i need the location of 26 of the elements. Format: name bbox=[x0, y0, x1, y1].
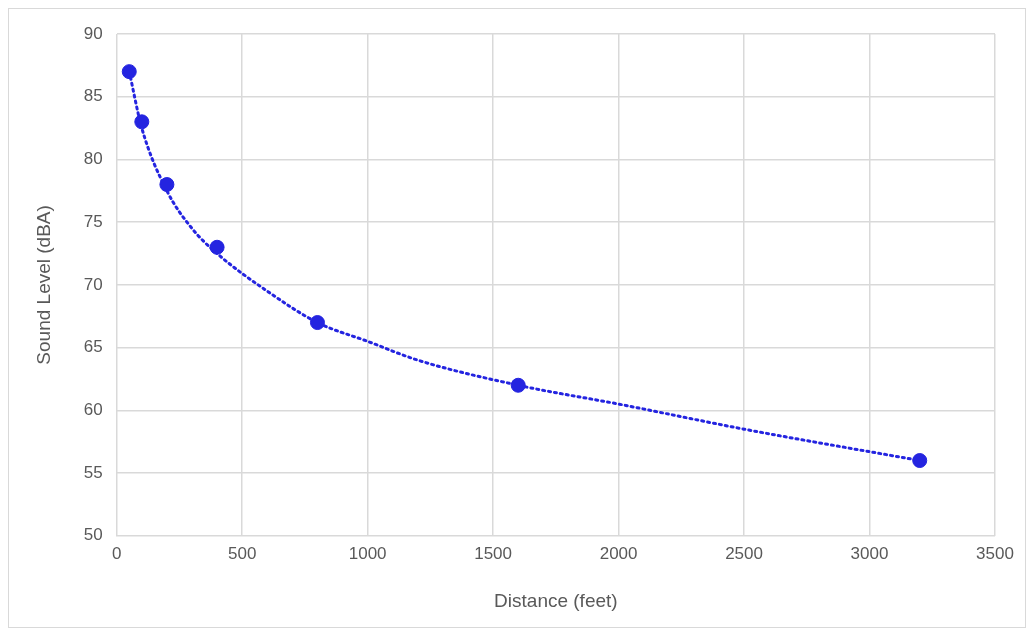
y-tick-label: 85 bbox=[83, 86, 103, 106]
y-tick-label: 90 bbox=[83, 23, 103, 43]
x-tick-label: 2000 bbox=[599, 543, 638, 563]
y-tick-label: 65 bbox=[83, 337, 103, 357]
point bbox=[912, 453, 928, 469]
y-tick-label: 80 bbox=[83, 149, 103, 169]
x-tick-label: 3500 bbox=[976, 543, 1014, 563]
point bbox=[121, 64, 137, 80]
x-tick-label: 500 bbox=[227, 543, 257, 563]
point bbox=[159, 177, 175, 193]
point bbox=[309, 315, 325, 331]
point bbox=[134, 114, 150, 130]
x-tick-label: 0 bbox=[111, 543, 122, 563]
point bbox=[510, 377, 526, 393]
y-axis-title: Sound Level (dBA) bbox=[32, 205, 54, 365]
y-tick-label: 50 bbox=[83, 525, 103, 545]
y-tick-label: 75 bbox=[83, 211, 103, 231]
x-axis-title: Distance (feet) bbox=[494, 589, 618, 611]
y-tick-label: 60 bbox=[83, 400, 103, 420]
y-tick-label: 70 bbox=[83, 274, 103, 294]
x-tick-label: 3000 bbox=[850, 543, 889, 563]
y-tick-label: 55 bbox=[83, 462, 103, 482]
x-tick-label: 1500 bbox=[474, 543, 513, 563]
x-tick-label: 2500 bbox=[725, 543, 763, 563]
point bbox=[209, 239, 225, 255]
x-tick-label: 1000 bbox=[348, 543, 387, 563]
